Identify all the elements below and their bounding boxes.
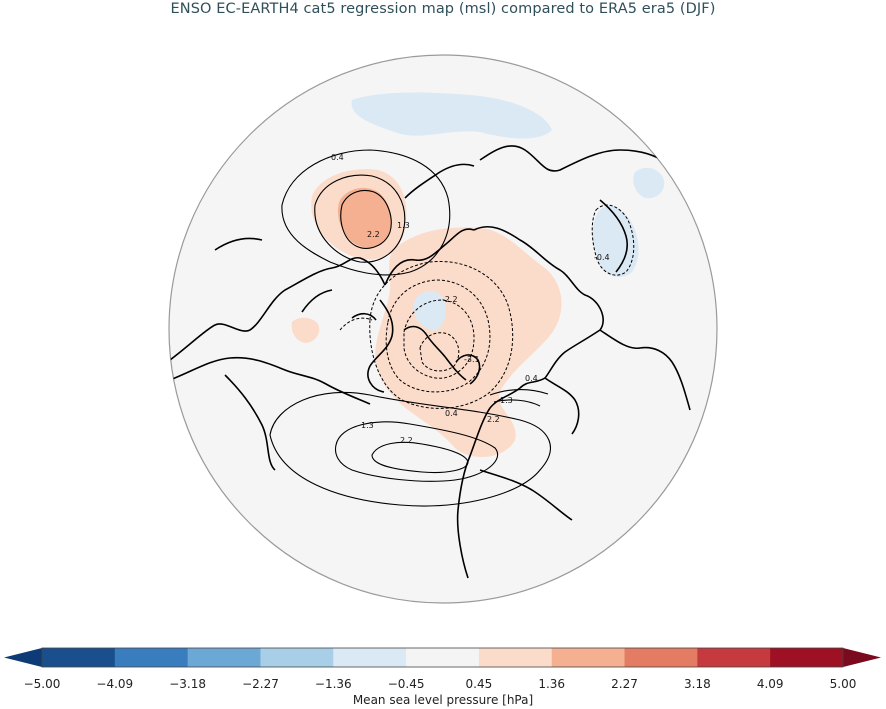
contour-label: 1.3 — [361, 421, 374, 430]
colorbar-tick-label: 0.45 — [465, 677, 493, 691]
contour-label: 2.2 — [400, 436, 413, 445]
colorbar-tick-label: 2.27 — [611, 677, 638, 691]
colorbar-extend-high — [843, 648, 881, 667]
anomaly-blue-arctic — [413, 291, 446, 331]
colorbar-label: Mean sea level pressure [hPa] — [352, 693, 534, 707]
contours-negative — [339, 204, 635, 409]
colorbar-segment — [333, 648, 407, 667]
colorbar-segment — [624, 648, 698, 667]
colorbar-tick-label: −0.45 — [387, 677, 425, 691]
colorbar-tick-label: −1.36 — [314, 677, 352, 691]
colorbar-tick-label: −2.27 — [242, 677, 279, 691]
colorbar-segment — [770, 648, 844, 667]
colorbar-tick-label: −3.18 — [169, 677, 206, 691]
anomaly-blue-north — [351, 92, 552, 139]
anomaly-red-arctic — [375, 227, 562, 458]
coastlines — [169, 145, 706, 579]
contours-positive — [269, 149, 551, 507]
anomaly-blue-asia-north — [633, 167, 665, 199]
colorbar-segment — [187, 648, 261, 667]
colorbar-tick-label: 3.18 — [684, 677, 711, 691]
anomaly-blue-asia — [592, 205, 639, 277]
colorbar-segment — [42, 648, 116, 667]
anomaly-red-atlantic-inner — [337, 187, 392, 248]
colorbar-segment — [697, 648, 771, 667]
colorbar-tick-label: −5.00 — [23, 677, 61, 691]
colorbar — [4, 647, 881, 668]
contour-label: -0.4 — [594, 253, 610, 262]
contour-label: 2.2 — [367, 230, 380, 239]
polar-map: 0.4 1.3 2.2 -2.2 -3.1 0.4 1.3 1.3 2.2 0.… — [168, 54, 718, 604]
colorbar-segment — [406, 648, 480, 667]
contour-label: 1.3 — [500, 396, 513, 405]
contour-label: 1.3 — [397, 221, 410, 230]
contour-label: -2.2 — [442, 295, 458, 304]
colorbar-tick-label: 1.36 — [538, 677, 566, 691]
contour-label: 0.4 — [525, 374, 538, 383]
anomaly-red-small-west — [291, 317, 320, 343]
colorbar-tick-label: 5.00 — [829, 677, 857, 691]
colorbar-segment — [478, 648, 553, 667]
colorbar-segment — [114, 648, 189, 667]
colorbar-segment — [551, 648, 626, 667]
contour-label: 0.4 — [331, 153, 344, 162]
contour-label: 0.4 — [445, 409, 458, 418]
map-title: ENSO EC-EARTH4 cat5 regression map (msl)… — [170, 1, 716, 17]
colorbar-extend-low — [4, 648, 42, 667]
contour-label: 2.2 — [487, 415, 500, 424]
colorbar-tick-label: 4.09 — [756, 677, 784, 691]
colorbar-segment — [260, 648, 334, 667]
colorbar-tick-label: −4.09 — [96, 677, 134, 691]
contour-label: -3.1 — [464, 355, 480, 364]
